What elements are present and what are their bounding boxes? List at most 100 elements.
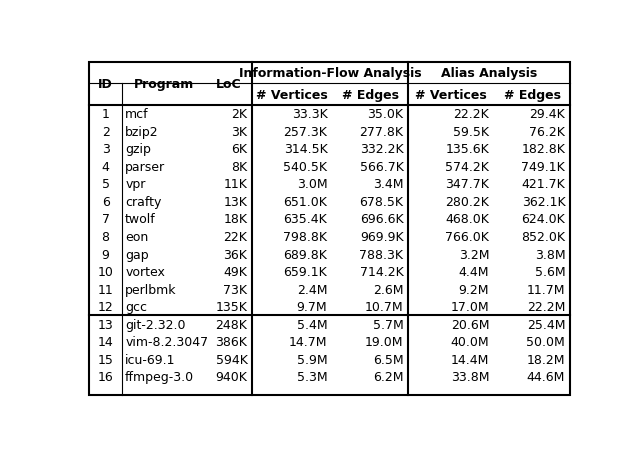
Text: 421.7K: 421.7K xyxy=(522,178,565,191)
Text: 3K: 3K xyxy=(232,125,248,138)
Text: 8K: 8K xyxy=(231,161,248,173)
Text: vortex: vortex xyxy=(125,266,165,278)
Text: ffmpeg-3.0: ffmpeg-3.0 xyxy=(125,371,195,383)
Text: 14.7M: 14.7M xyxy=(289,336,328,349)
Text: 9: 9 xyxy=(102,248,109,261)
Text: 59.5K: 59.5K xyxy=(453,125,489,138)
Text: 5.9M: 5.9M xyxy=(297,353,328,366)
Text: 2K: 2K xyxy=(232,108,248,121)
Text: twolf: twolf xyxy=(125,213,156,226)
Text: 248K: 248K xyxy=(216,318,248,331)
Text: 50.0M: 50.0M xyxy=(527,336,565,349)
Text: 566.7K: 566.7K xyxy=(360,161,403,173)
Text: 36K: 36K xyxy=(223,248,248,261)
Text: # Edges: # Edges xyxy=(342,88,399,101)
Text: gap: gap xyxy=(125,248,148,261)
Text: 277.8K: 277.8K xyxy=(360,125,403,138)
Text: 11.7M: 11.7M xyxy=(527,283,565,296)
Text: 5.7M: 5.7M xyxy=(372,318,403,331)
Text: 386K: 386K xyxy=(216,336,248,349)
Text: 624.0K: 624.0K xyxy=(522,213,565,226)
Text: 11K: 11K xyxy=(223,178,248,191)
Text: 280.2K: 280.2K xyxy=(445,195,489,208)
Text: 6K: 6K xyxy=(232,143,248,156)
Text: Alias Analysis: Alias Analysis xyxy=(441,67,537,80)
Text: 678.5K: 678.5K xyxy=(360,195,403,208)
Text: 18K: 18K xyxy=(223,213,248,226)
Text: 49K: 49K xyxy=(223,266,248,278)
Text: parser: parser xyxy=(125,161,165,173)
Text: 11: 11 xyxy=(98,283,113,296)
Text: gcc: gcc xyxy=(125,300,147,313)
Text: gzip: gzip xyxy=(125,143,151,156)
Text: 19.0M: 19.0M xyxy=(365,336,403,349)
Text: 17.0M: 17.0M xyxy=(451,300,489,313)
Text: 20.6M: 20.6M xyxy=(451,318,489,331)
Text: git-2.32.0: git-2.32.0 xyxy=(125,318,186,331)
Text: 16: 16 xyxy=(98,371,113,383)
Text: 22.2M: 22.2M xyxy=(527,300,565,313)
Text: mcf: mcf xyxy=(125,108,148,121)
Text: 362.1K: 362.1K xyxy=(522,195,565,208)
Text: 182.8K: 182.8K xyxy=(522,143,565,156)
Text: 15: 15 xyxy=(98,353,113,366)
Text: 22K: 22K xyxy=(223,230,248,244)
Text: 5.4M: 5.4M xyxy=(297,318,328,331)
Text: 257.3K: 257.3K xyxy=(284,125,328,138)
Text: 5.6M: 5.6M xyxy=(534,266,565,278)
Text: vpr: vpr xyxy=(125,178,145,191)
Text: eon: eon xyxy=(125,230,148,244)
Text: 33.8M: 33.8M xyxy=(451,371,489,383)
Text: 3.4M: 3.4M xyxy=(373,178,403,191)
Text: ID: ID xyxy=(98,78,113,91)
Text: 6.2M: 6.2M xyxy=(373,371,403,383)
Text: 1: 1 xyxy=(102,108,109,121)
Text: 540.5K: 540.5K xyxy=(284,161,328,173)
Text: 18.2M: 18.2M xyxy=(527,353,565,366)
Text: 749.1K: 749.1K xyxy=(522,161,565,173)
Text: 25.4M: 25.4M xyxy=(527,318,565,331)
Text: 13K: 13K xyxy=(223,195,248,208)
Text: 9.2M: 9.2M xyxy=(459,283,489,296)
Text: 852.0K: 852.0K xyxy=(521,230,565,244)
Text: 135.6K: 135.6K xyxy=(445,143,489,156)
Text: 689.8K: 689.8K xyxy=(284,248,328,261)
Text: 940K: 940K xyxy=(216,371,248,383)
Text: 13: 13 xyxy=(98,318,113,331)
Text: crafty: crafty xyxy=(125,195,161,208)
Text: # Vertices: # Vertices xyxy=(415,88,487,101)
Text: 788.3K: 788.3K xyxy=(360,248,403,261)
Text: 3.8M: 3.8M xyxy=(534,248,565,261)
Text: 635.4K: 635.4K xyxy=(284,213,328,226)
Text: 44.6M: 44.6M xyxy=(527,371,565,383)
Text: 14: 14 xyxy=(98,336,113,349)
Text: 29.4K: 29.4K xyxy=(529,108,565,121)
Text: bzip2: bzip2 xyxy=(125,125,159,138)
Text: 5.3M: 5.3M xyxy=(297,371,328,383)
Text: 2: 2 xyxy=(102,125,109,138)
Text: 2.6M: 2.6M xyxy=(373,283,403,296)
Text: 798.8K: 798.8K xyxy=(284,230,328,244)
Text: icu-69.1: icu-69.1 xyxy=(125,353,175,366)
Text: 33.3K: 33.3K xyxy=(292,108,328,121)
Text: 594K: 594K xyxy=(216,353,248,366)
Text: 6: 6 xyxy=(102,195,109,208)
Text: 347.7K: 347.7K xyxy=(445,178,489,191)
Text: # Edges: # Edges xyxy=(504,88,561,101)
Text: 14.4M: 14.4M xyxy=(451,353,489,366)
Text: 4: 4 xyxy=(102,161,109,173)
Text: 22.2K: 22.2K xyxy=(454,108,489,121)
Text: 12: 12 xyxy=(98,300,113,313)
Text: 714.2K: 714.2K xyxy=(360,266,403,278)
Text: # Vertices: # Vertices xyxy=(257,88,328,101)
Text: Information-Flow Analysis: Information-Flow Analysis xyxy=(239,67,422,80)
Text: 6.5M: 6.5M xyxy=(372,353,403,366)
Text: 3: 3 xyxy=(102,143,109,156)
Text: 3.2M: 3.2M xyxy=(459,248,489,261)
Text: 651.0K: 651.0K xyxy=(284,195,328,208)
Text: 76.2K: 76.2K xyxy=(529,125,565,138)
Text: 969.9K: 969.9K xyxy=(360,230,403,244)
Text: 4.4M: 4.4M xyxy=(459,266,489,278)
Text: 3.0M: 3.0M xyxy=(297,178,328,191)
Text: 135K: 135K xyxy=(216,300,248,313)
